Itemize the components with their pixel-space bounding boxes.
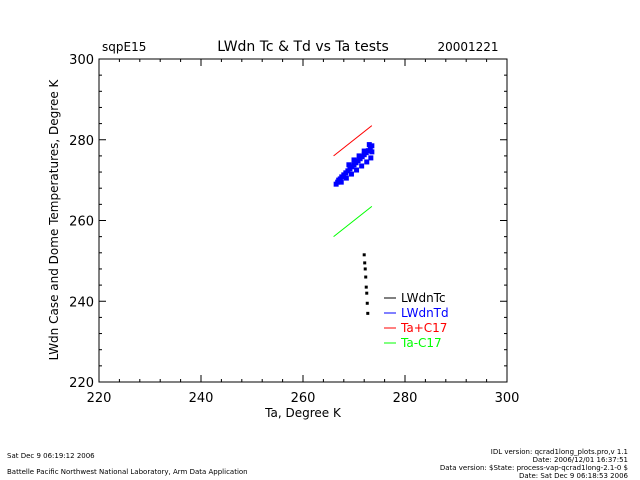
data-point-lwdntd: [364, 159, 370, 165]
series-layer: [333, 125, 375, 315]
x-tick-label: 300: [495, 391, 520, 406]
x-tick-labels: 220 240 260 280 300: [87, 391, 520, 406]
data-point-lwdntd: [368, 155, 374, 161]
footer-data-date: Date: Sat Dec 9 06:18:53 2006: [519, 472, 628, 480]
date-label: 20001221: [437, 40, 498, 54]
x-tick-label: 240: [189, 391, 214, 406]
data-point-lwdntd: [354, 167, 360, 173]
footer-organization: Battelle Pacific Northwest National Labo…: [7, 468, 248, 476]
data-point-lwdntd: [346, 162, 352, 168]
legend-label-lwdntc: LWdnTc: [401, 291, 446, 305]
data-point-lwdntd: [369, 143, 375, 149]
footer-idl-version: IDL version: qcrad1long_plots.pro,v 1.1: [490, 448, 628, 456]
data-point-lwdntc: [365, 291, 369, 295]
y-tick-label: 300: [69, 53, 94, 68]
data-point-lwdntd: [351, 157, 357, 163]
footer-date: Date: 2006/12/01 16:37:51: [532, 456, 628, 464]
data-point-lwdntc: [363, 267, 367, 271]
legend-label-lwdntd: LWdnTd: [401, 306, 449, 320]
x-tick-label: 220: [87, 391, 112, 406]
y-tick-label: 240: [69, 295, 94, 310]
x-tick-label: 280: [393, 391, 418, 406]
y-tick-label: 280: [69, 134, 94, 149]
footer-data-version: Data version: $State: process-vap-qcrad1…: [439, 464, 628, 472]
chart-title: LWdn Tc & Td vs Ta tests: [217, 39, 389, 55]
legend-label-ta-c17: Ta-C17: [400, 336, 442, 350]
data-point-lwdntd: [348, 171, 354, 177]
data-point-lwdntd: [367, 146, 373, 152]
data-point-lwdntc: [365, 301, 369, 305]
series-line-ta-c17: [333, 125, 373, 157]
y-tick-label: 260: [69, 215, 94, 230]
series-lwdntc: [362, 253, 370, 315]
legend-label-ta-c17: Ta+C17: [400, 321, 447, 335]
data-point-lwdntd: [369, 149, 375, 155]
x-axis-label: Ta, Degree K: [264, 406, 342, 420]
data-point-lwdntd: [343, 175, 349, 181]
axis-ticks: [98, 58, 508, 383]
data-point-lwdntc: [364, 285, 368, 289]
series-lwdntd: [333, 142, 375, 187]
y-axis-label: LWdn Case and Dome Temperatures, Degree …: [47, 78, 61, 360]
x-tick-label: 260: [291, 391, 316, 406]
data-point-lwdntc: [366, 311, 370, 315]
data-point-lwdntc: [363, 261, 367, 265]
data-point-lwdntd: [366, 142, 372, 148]
data-point-lwdntc: [364, 275, 368, 279]
y-tick-label: 220: [69, 376, 94, 391]
footer-left-date: Sat Dec 9 06:19:12 2006: [7, 452, 95, 460]
data-point-lwdntd: [356, 153, 362, 159]
series-line-ta-c17: [333, 205, 373, 238]
series-ta-c17: [333, 125, 373, 157]
site-label: sqpE15: [102, 40, 146, 54]
data-point-lwdntd: [361, 148, 367, 154]
y-tick-labels: 220 240 260 280 300: [69, 53, 94, 391]
data-point-lwdntc: [362, 253, 366, 257]
series-ta-c17: [333, 205, 373, 238]
data-point-lwdntd: [359, 163, 365, 169]
data-point-lwdntd: [338, 179, 344, 185]
